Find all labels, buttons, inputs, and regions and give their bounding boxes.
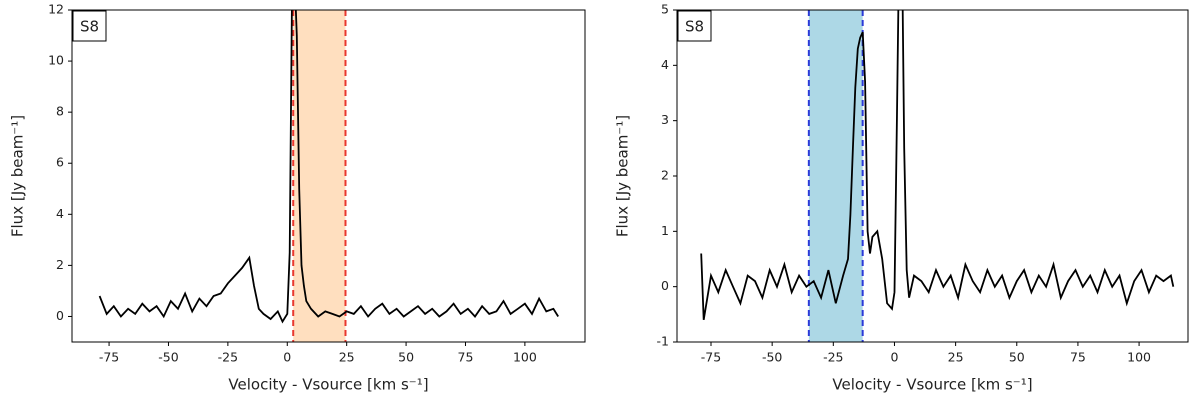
y-axis-label: Flux [Jy beam⁻¹] bbox=[614, 115, 632, 237]
y-tick-label: 4 bbox=[661, 57, 669, 72]
y-tick-label: 10 bbox=[48, 53, 64, 68]
x-tick-label: 75 bbox=[458, 350, 474, 365]
axes-frame bbox=[71, 9, 586, 343]
plot-area bbox=[700, 10, 1175, 342]
y-tick-label: 0 bbox=[661, 278, 669, 293]
x-tick-label: -25 bbox=[218, 350, 238, 365]
y-tick-label: 12 bbox=[48, 2, 64, 17]
x-tick-label: -25 bbox=[823, 350, 843, 365]
x-tick-label: -75 bbox=[701, 350, 721, 365]
x-tick-label: 50 bbox=[398, 350, 414, 365]
x-tick-label: 0 bbox=[283, 350, 291, 365]
axes: -75 -50 -25 0 25 50 75 100 -1 0 1 2 3 4 5 Velocity - Vs… bbox=[614, 2, 1189, 394]
y-tick-label: 2 bbox=[661, 168, 669, 183]
x-tick-label: 100 bbox=[1127, 350, 1151, 365]
annotation-box bbox=[677, 10, 712, 42]
x-tick-label: -50 bbox=[158, 350, 178, 365]
x-tick-label: 75 bbox=[1070, 350, 1086, 365]
x-tick-label: 50 bbox=[1009, 350, 1025, 365]
axes: -75 -50 -25 0 25 50 75 100 0 2 4 6 8 10 12 Velocity - V… bbox=[9, 2, 586, 394]
x-axis-label: Velocity - Vsource [km s⁻¹] bbox=[832, 376, 1032, 394]
spectrum-line bbox=[98, 10, 559, 324]
x-tick-label: 25 bbox=[948, 350, 964, 365]
y-tick-label: 0 bbox=[56, 308, 64, 323]
axes-frame bbox=[676, 9, 1189, 343]
x-tick-label: -75 bbox=[99, 350, 119, 365]
annotation-box bbox=[72, 10, 107, 42]
x-tick-label: 0 bbox=[890, 350, 898, 365]
y-tick-label: 3 bbox=[661, 112, 669, 127]
x-axis-label: Velocity - Vsource [km s⁻¹] bbox=[228, 376, 428, 394]
x-tick-label: -50 bbox=[762, 350, 782, 365]
y-tick-label: 4 bbox=[56, 206, 64, 221]
plot-area bbox=[98, 10, 559, 342]
y-tick-label: 5 bbox=[661, 2, 669, 17]
shaded-span bbox=[293, 10, 346, 342]
y-tick-label: 1 bbox=[661, 223, 669, 238]
x-tick-label: 100 bbox=[513, 350, 537, 365]
y-tick-label: 6 bbox=[56, 155, 64, 170]
shaded-span bbox=[808, 10, 863, 342]
spectrum-line bbox=[700, 10, 1175, 321]
y-tick-label: 2 bbox=[56, 257, 64, 272]
y-tick-label: -1 bbox=[657, 334, 669, 349]
x-tick-label: 25 bbox=[339, 350, 355, 365]
y-axis-label: Flux [Jy beam⁻¹] bbox=[9, 115, 27, 237]
annotation: S8 bbox=[685, 18, 704, 36]
y-tick-label: 8 bbox=[56, 104, 64, 119]
annotation: S8 bbox=[80, 18, 99, 36]
